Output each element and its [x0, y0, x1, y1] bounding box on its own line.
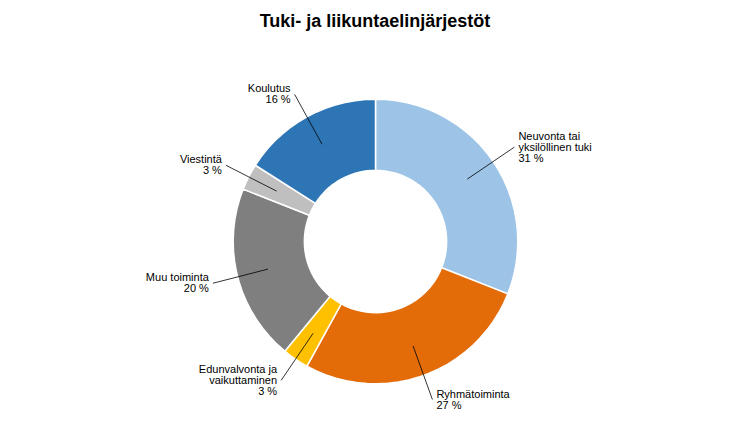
svg-text:Ryhmätoiminta27 %: Ryhmätoiminta27 % — [436, 388, 510, 411]
svg-text:Viestintä3 %: Viestintä3 % — [180, 153, 223, 176]
svg-text:Edunvalvonta javaikuttaminen3: Edunvalvonta javaikuttaminen3 % — [199, 363, 278, 397]
html-text:Tuki- ja liikuntaelinjärjestöt: Tuki- ja liikuntaelinjärjestöt — [259, 11, 491, 31]
svg-text:Neuvonta taiyksilöllinen tuki3: Neuvonta taiyksilöllinen tuki31 % — [518, 130, 591, 164]
svg-text:Muu toiminta20 %: Muu toiminta20 % — [146, 271, 210, 294]
svg-text:Koulutus16 %: Koulutus16 % — [248, 82, 291, 105]
